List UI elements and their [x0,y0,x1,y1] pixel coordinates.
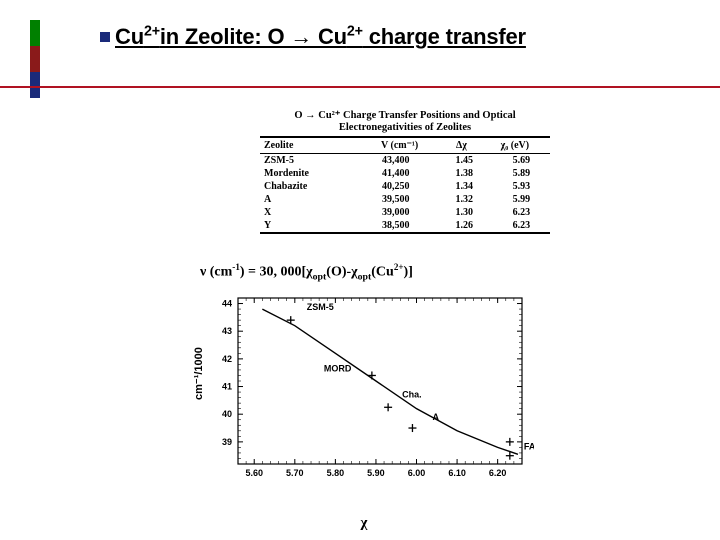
chart-svg: 39 40 41 42 43 44 5.60 5.70 5.80 5.90 6.00 6.10 6.20… [194,290,534,490]
table-cell: 43,400 [356,154,436,167]
table-row: X39,0001.306.23 [260,206,550,219]
svg-text:5.90: 5.90 [367,468,385,478]
table-col-header: Zeolite [260,138,356,153]
chart-point-label: MORD [324,363,352,373]
table-cell: 6.23 [493,206,550,219]
chart-point-label: FAU [524,442,534,452]
table-grid: ZeoliteV (cm⁻¹)Δχχ₀ (eV) [260,138,550,153]
decor-block-2 [30,46,40,72]
chart-ylabel: cm⁻¹/1000 [192,347,205,400]
table-cell: Y [260,219,356,232]
table-cell: 5.93 [493,180,550,193]
equation: ν (cm-1) = 30, 000[χopt(O)-χopt(Cu2+)] [200,262,413,282]
nav-bullet [100,32,110,42]
svg-text:41: 41 [222,382,232,392]
table-cell: 41,400 [356,167,436,180]
table-body: ZSM-543,4001.455.69Mordenite41,4001.385.… [260,154,550,232]
table-title: O → Cu²⁺ Charge Transfer Positions and O… [260,110,550,136]
table-cell: 1.32 [436,193,493,206]
table-cell: 5.89 [493,167,550,180]
table-cell: ZSM-5 [260,154,356,167]
svg-text:39: 39 [222,437,232,447]
table-cell: 1.26 [436,219,493,232]
svg-text:44: 44 [222,299,232,309]
table-row: ZSM-543,4001.455.69 [260,154,550,167]
svg-text:6.00: 6.00 [408,468,426,478]
decor-block-1 [30,20,40,46]
table-cell: 6.23 [493,219,550,232]
title-rule [0,86,720,88]
slide: { "decor": { "sidebar_colors": ["#008000… [0,0,720,540]
chart: cm⁻¹/1000 39 40 41 42 43 44 5.60 5.70 5.80 5.90 6.… [194,290,534,510]
table-cell: 5.99 [493,193,550,206]
table-rule-bottom [260,232,550,234]
chart-point-label: A [432,412,439,422]
table-cell: 1.38 [436,167,493,180]
table-row: Y38,5001.266.23 [260,219,550,232]
table-cell: 1.45 [436,154,493,167]
table-cell: Chabazite [260,180,356,193]
title-text: Cu2+in Zeolite: O → Cu2+ charge transfer [115,24,526,49]
table-row: A39,5001.325.99 [260,193,550,206]
table-col-header: χ₀ (eV) [480,138,550,153]
table-row: Chabazite40,2501.345.93 [260,180,550,193]
table-title-l1: O → Cu²⁺ Charge Transfer Positions and O… [294,110,515,121]
table-col-header: V (cm⁻¹) [356,138,443,153]
table-cell: 40,250 [356,180,436,193]
svg-text:5.80: 5.80 [327,468,345,478]
svg-text:6.20: 6.20 [489,468,507,478]
svg-text:43: 43 [222,326,232,336]
table-cell: X [260,206,356,219]
ct-table: O → Cu²⁺ Charge Transfer Positions and O… [260,110,550,234]
table-cell: 5.69 [493,154,550,167]
chart-xlabel: χ [194,515,534,532]
table-cell: A [260,193,356,206]
svg-text:42: 42 [222,354,232,364]
chart-point-label: Cha. [402,389,422,399]
svg-text:5.60: 5.60 [245,468,263,478]
table-body-grid: ZSM-543,4001.455.69Mordenite41,4001.385.… [260,154,550,232]
svg-text:5.70: 5.70 [286,468,304,478]
table-cell: 39,000 [356,206,436,219]
table-cell: 1.30 [436,206,493,219]
decor-block-3 [30,72,40,98]
table-row: Mordenite41,4001.385.89 [260,167,550,180]
table-cell: 39,500 [356,193,436,206]
chart-point-label: ZSM-5 [307,302,334,312]
svg-text:6.10: 6.10 [448,468,466,478]
table-title-l2: Electronegativities of Zeolites [339,122,471,133]
table-cell: 38,500 [356,219,436,232]
table-cell: Mordenite [260,167,356,180]
svg-text:40: 40 [222,409,232,419]
table-col-header: Δχ [443,138,479,153]
table-head: ZeoliteV (cm⁻¹)Δχχ₀ (eV) [260,138,550,153]
slide-title: Cu2+in Zeolite: O → Cu2+ charge transfer [115,24,685,50]
table-cell: 1.34 [436,180,493,193]
